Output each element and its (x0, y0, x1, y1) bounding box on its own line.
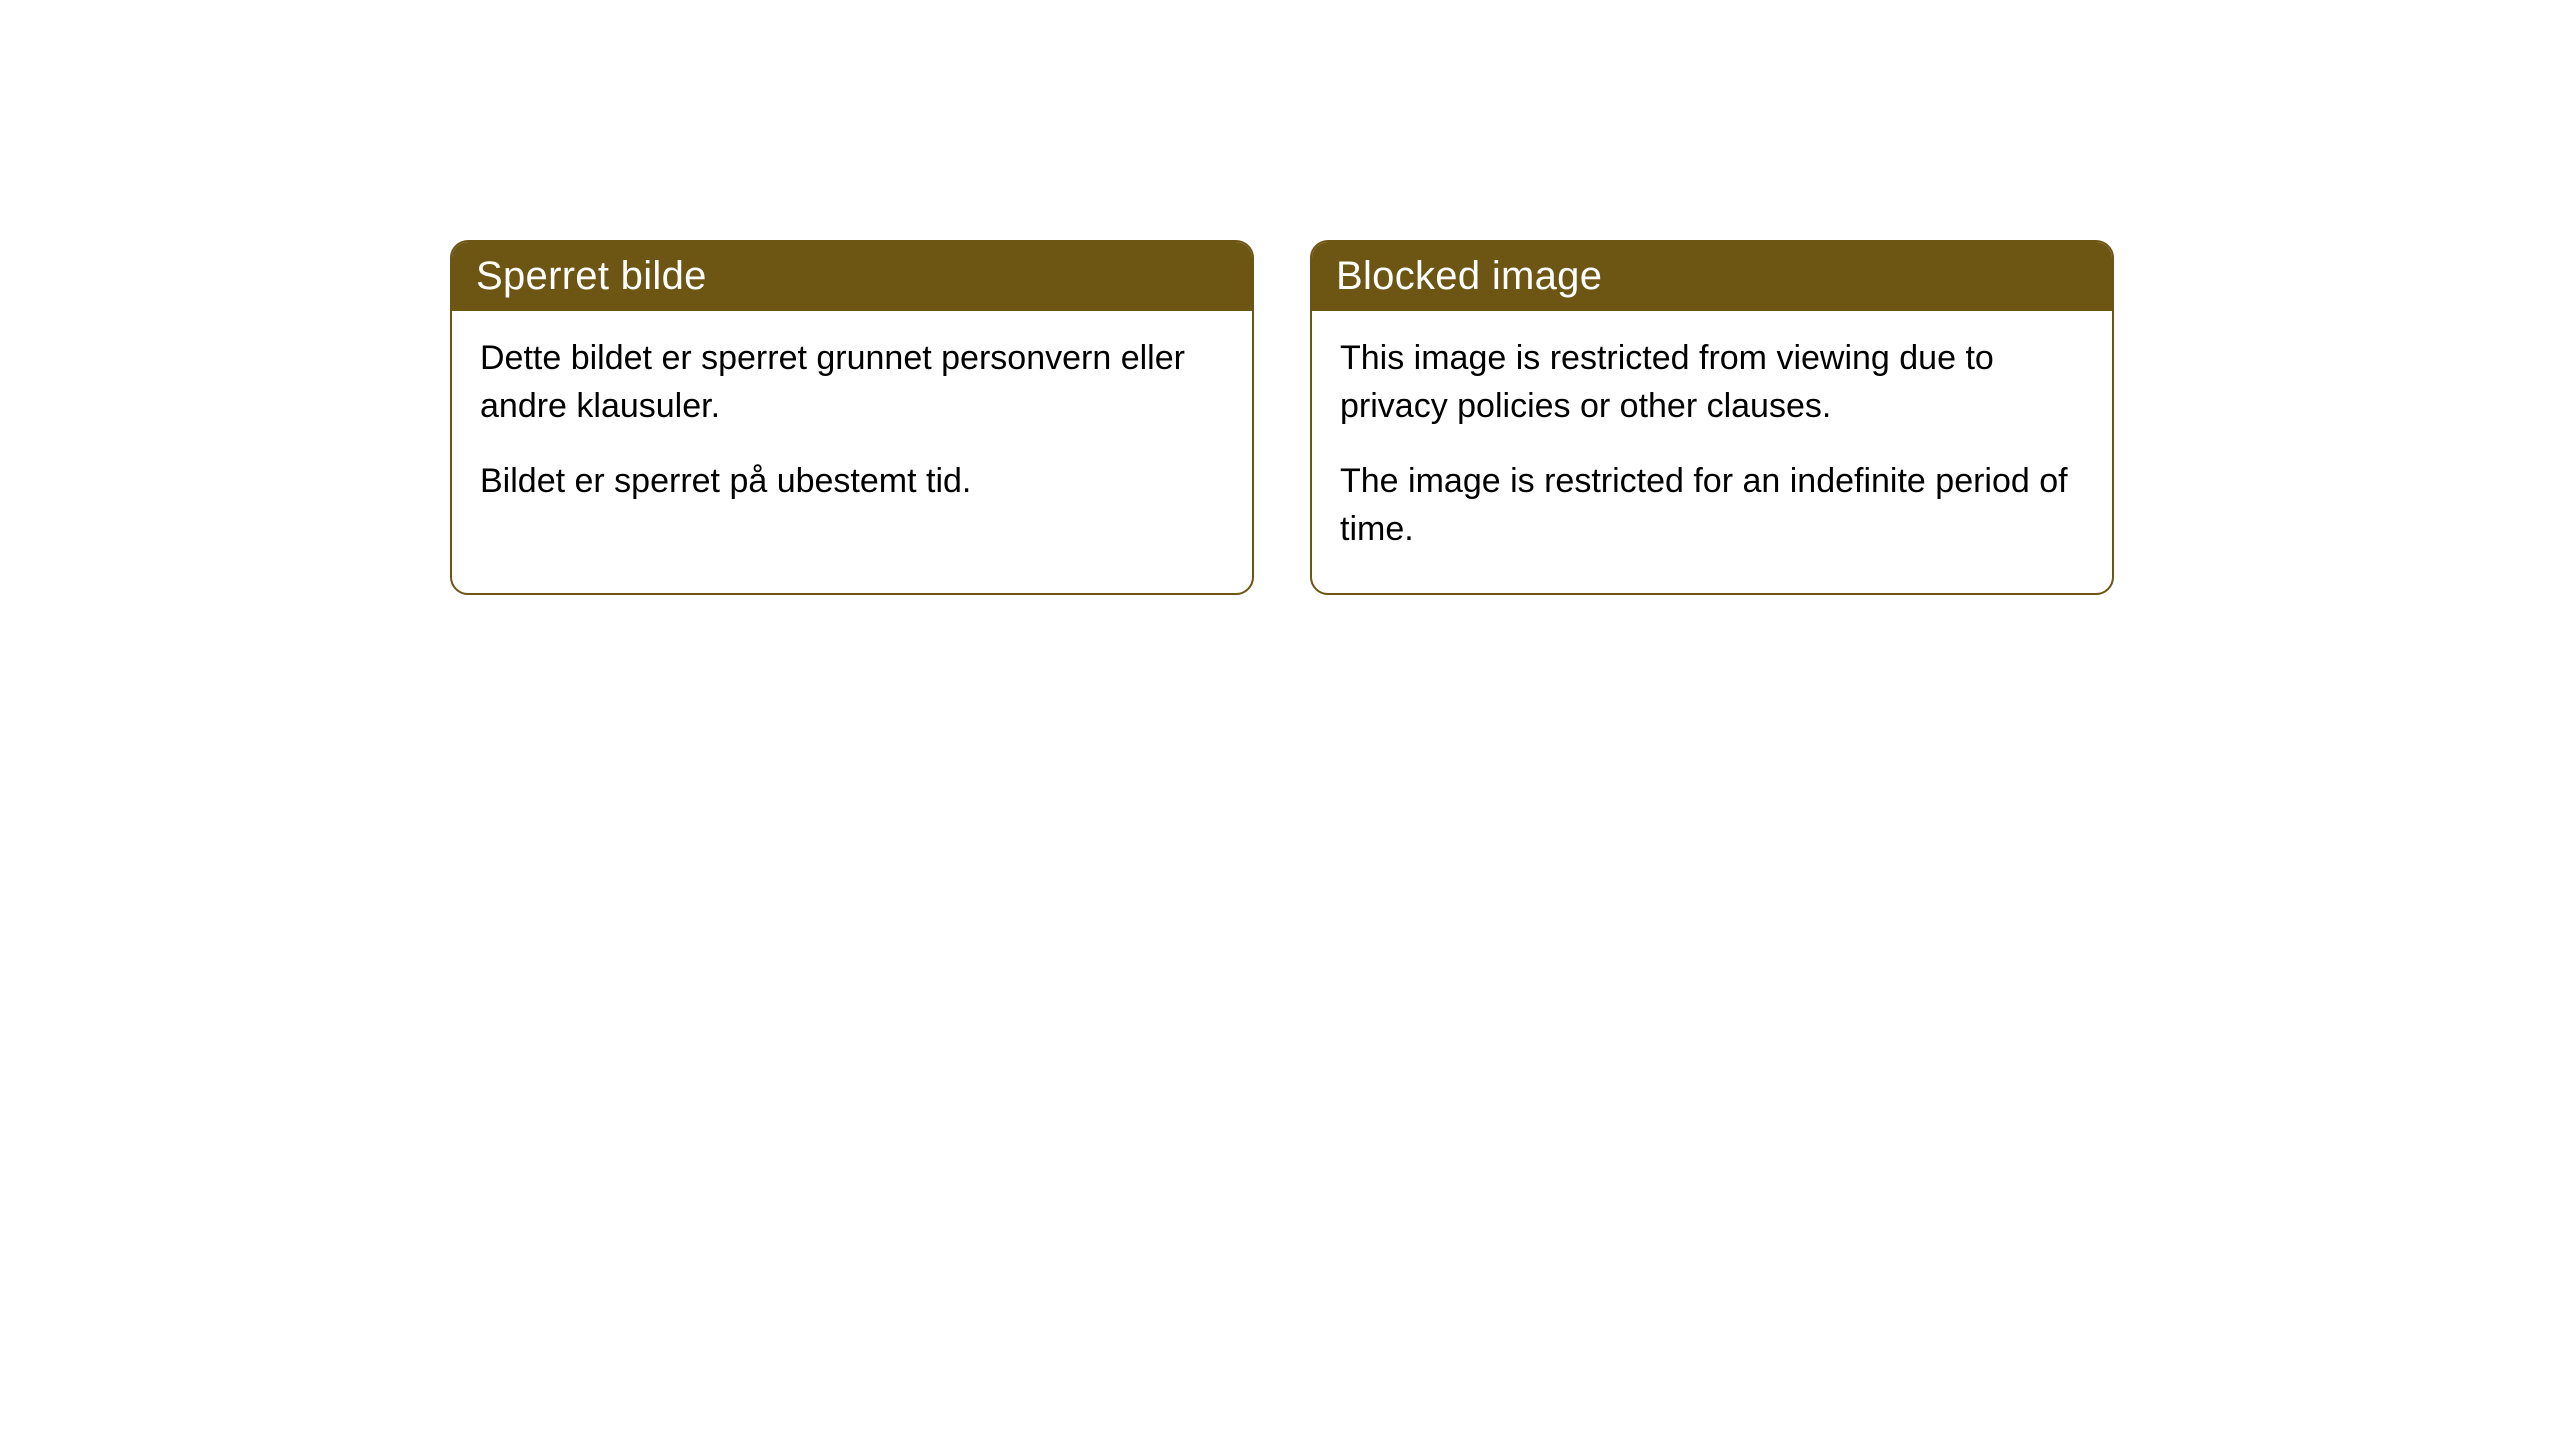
card-body: This image is restricted from viewing du… (1312, 311, 2112, 593)
card-paragraph: The image is restricted for an indefinit… (1340, 458, 2084, 553)
card-header: Sperret bilde (452, 242, 1252, 311)
blocked-notice-card-en: Blocked image This image is restricted f… (1310, 240, 2114, 595)
card-paragraph: Bildet er sperret på ubestemt tid. (480, 458, 1224, 506)
blocked-notice-card-no: Sperret bilde Dette bildet er sperret gr… (450, 240, 1254, 595)
card-header: Blocked image (1312, 242, 2112, 311)
card-title: Blocked image (1336, 254, 1602, 298)
card-title: Sperret bilde (476, 254, 707, 298)
card-paragraph: Dette bildet er sperret grunnet personve… (480, 335, 1224, 430)
card-body: Dette bildet er sperret grunnet personve… (452, 311, 1252, 546)
notice-container: Sperret bilde Dette bildet er sperret gr… (0, 0, 2560, 595)
card-paragraph: This image is restricted from viewing du… (1340, 335, 2084, 430)
